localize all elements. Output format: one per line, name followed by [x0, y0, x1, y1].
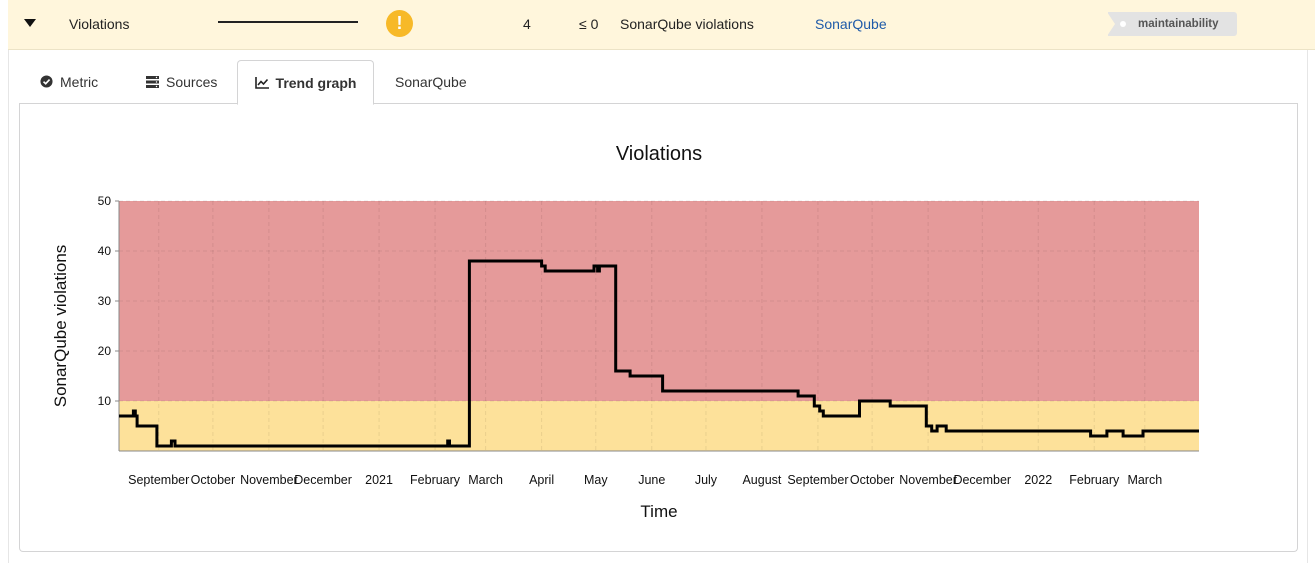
y-tick-label: 20 — [98, 344, 112, 358]
x-tick-label: November — [899, 473, 957, 487]
x-tick-label: December — [294, 473, 352, 487]
details-panel — [8, 50, 1308, 563]
tab-sonarqube[interactable]: SonarQube — [395, 60, 467, 103]
x-tick-label: May — [584, 473, 608, 487]
x-tick-label: 2022 — [1024, 473, 1052, 487]
tab-label: SonarQube — [395, 74, 467, 90]
source-link[interactable]: SonarQube — [815, 16, 887, 32]
x-tick-label: February — [410, 473, 461, 487]
exclamation-icon: ! — [386, 10, 413, 37]
x-tick-label: June — [638, 473, 665, 487]
x-tick-label: February — [1069, 473, 1120, 487]
x-tick-label: September — [128, 473, 189, 487]
trend-graph-container: Violations 10 20 30 40 50 September October Nov… — [19, 103, 1298, 552]
collapse-caret-icon[interactable] — [24, 19, 36, 27]
y-tick-label: 10 — [98, 394, 112, 408]
chart-title: Violations — [616, 143, 702, 165]
x-tick-label: July — [695, 473, 718, 487]
tab-label: Metric — [60, 74, 99, 90]
x-tick-label: November — [240, 473, 298, 487]
metric-name: Violations — [69, 16, 130, 32]
x-tick-label: August — [742, 473, 781, 487]
y-tick-label: 50 — [98, 194, 112, 208]
x-tick-label: September — [787, 473, 848, 487]
x-tick-label: October — [850, 473, 894, 487]
x-tick-label: 2021 — [365, 473, 393, 487]
tab-trend-graph[interactable]: Trend graph — [237, 60, 374, 105]
y-axis-label: SonarQube violations — [51, 245, 70, 408]
server-icon — [146, 61, 159, 105]
y-tick-label: 40 — [98, 244, 112, 258]
threshold-band — [119, 401, 1199, 451]
series-line — [119, 259, 1199, 448]
tab-label: Sources — [166, 74, 218, 90]
tab-sources[interactable]: Sources — [146, 60, 217, 103]
x-tick-label: March — [468, 473, 503, 487]
x-tick-label: October — [191, 473, 235, 487]
tab-metric[interactable]: Metric — [40, 60, 98, 103]
tag-hole-icon — [1120, 21, 1126, 27]
check-circle-icon — [40, 61, 53, 105]
line-chart-icon — [254, 62, 269, 106]
tag-maintainability[interactable]: maintainability — [1107, 12, 1237, 36]
x-tick-label: April — [529, 473, 554, 487]
threshold-band — [119, 201, 1199, 401]
tab-bar: Metric Sources Trend graph SonarQube — [19, 60, 1297, 105]
tag-label: maintainability — [1138, 18, 1219, 30]
x-axis-label: Time — [640, 502, 677, 521]
metric-unit: SonarQube violations — [620, 16, 754, 32]
x-tick-label: December — [953, 473, 1011, 487]
metric-row[interactable]: Violations ! 4 ≤ 0 SonarQube violations … — [8, 0, 1315, 50]
tab-label: Trend graph — [275, 75, 357, 91]
metric-target: ≤ 0 — [579, 16, 599, 32]
metric-value: 4 — [523, 16, 531, 32]
x-tick-label: March — [1127, 473, 1162, 487]
sparkline — [218, 21, 358, 23]
y-tick-label: 30 — [98, 294, 112, 308]
